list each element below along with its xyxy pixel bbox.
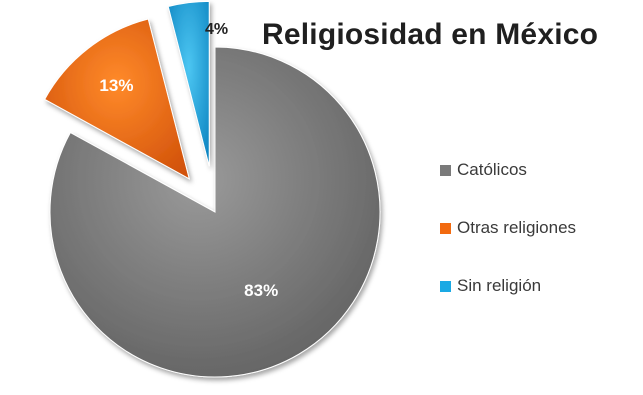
pie-label-otras-religiones: 13% bbox=[99, 76, 133, 95]
legend-swatch-catolicos bbox=[440, 164, 451, 176]
legend-item-sin-religion: Sin religión bbox=[440, 276, 576, 296]
chart-title: Religiosidad en México bbox=[262, 18, 599, 51]
pie-label-sin-religion: 4% bbox=[205, 21, 228, 38]
legend-label-otras-religiones: Otras religiones bbox=[457, 218, 577, 237]
pie-slice-catolicos bbox=[49, 46, 381, 378]
pie-label-catolicos: 83% bbox=[244, 281, 278, 300]
legend-item-catolicos: Católicos bbox=[440, 160, 576, 180]
legend-label-sin-religion: Sin religión bbox=[457, 276, 542, 295]
legend-swatch-sin-religion bbox=[440, 280, 451, 292]
pie-slice-sin-religion bbox=[167, 0, 210, 167]
pie-slice-otras-religiones bbox=[43, 18, 191, 180]
legend: Católicos Otras religiones Sin religión bbox=[440, 160, 576, 296]
legend-label-catolicos: Católicos bbox=[457, 160, 527, 179]
legend-item-otras-religiones: Otras religiones bbox=[440, 218, 576, 238]
legend-swatch-otras-religiones bbox=[440, 222, 451, 234]
